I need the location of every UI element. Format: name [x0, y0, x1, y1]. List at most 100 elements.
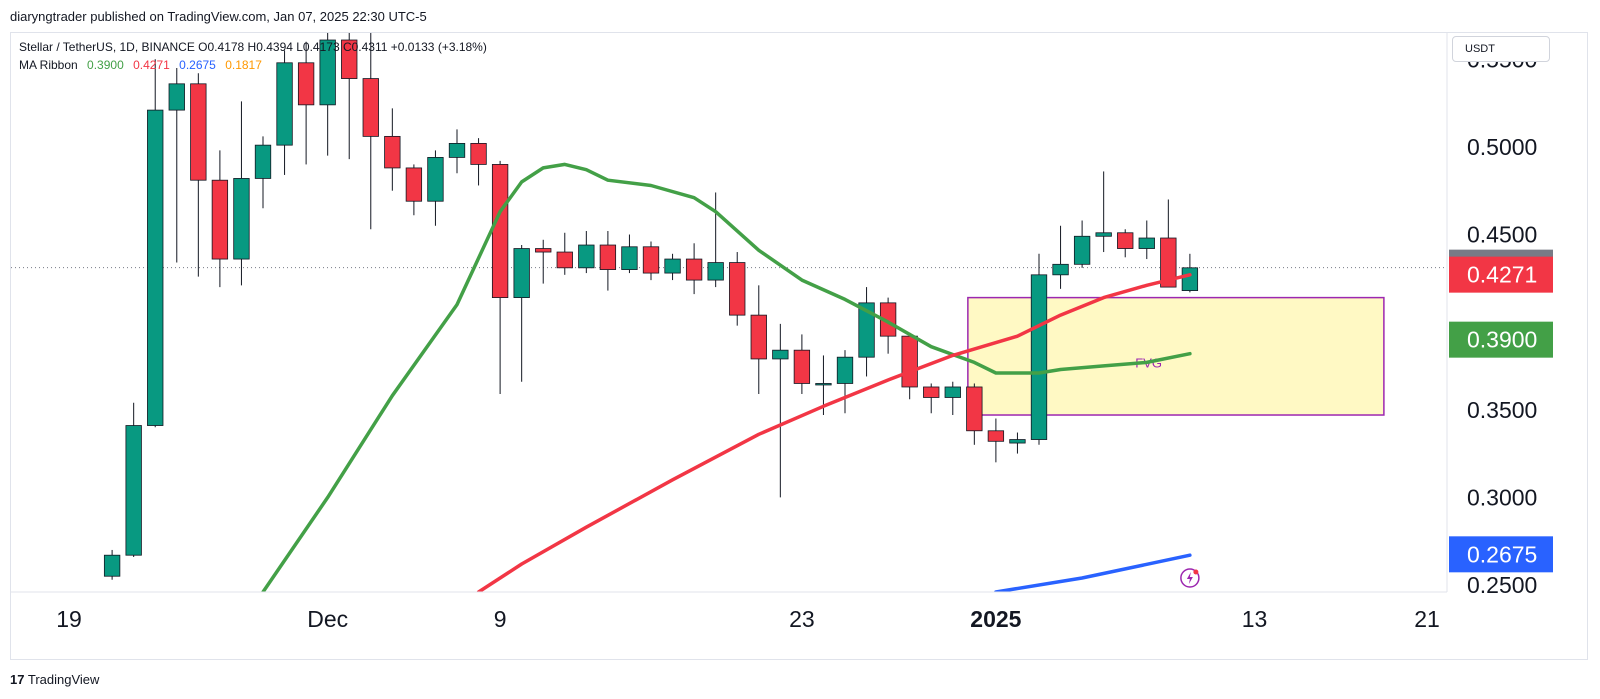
price-label-text: 0.4271: [1467, 262, 1537, 288]
candle: [233, 101, 250, 286]
candle: [405, 164, 423, 216]
candle: [1138, 220, 1155, 260]
candle: [858, 287, 875, 377]
candle-body-up: [254, 144, 272, 179]
candle: [211, 150, 229, 288]
candle: [685, 243, 703, 295]
candle: [966, 383, 983, 445]
y-tick-label: 0.3500: [1467, 397, 1537, 423]
price-label-text: 0.2675: [1467, 541, 1537, 567]
lightning-icon: [1180, 568, 1200, 588]
candle-body-down: [729, 262, 746, 316]
candle-body-down: [987, 430, 1005, 442]
publisher-line: diaryngtrader published on TradingView.c…: [10, 9, 427, 24]
candle-body-up: [103, 554, 121, 577]
ma-value-2: 0.4271: [133, 58, 170, 72]
candle-body-up: [1181, 267, 1199, 291]
notification-dot-icon: [1193, 569, 1199, 575]
candle: [384, 108, 401, 191]
candle-body-down: [793, 349, 811, 384]
candle: [513, 245, 530, 382]
x-tick-label: 9: [494, 606, 507, 632]
price-label-tag: 0.3900: [1449, 321, 1553, 358]
candle-body-down: [901, 335, 918, 388]
candle: [578, 231, 595, 274]
symbol-ohlc-line: Stellar / TetherUS, 1D, BINANCE O0.4178 …: [19, 40, 487, 54]
candle: [427, 150, 444, 226]
candle-body-down: [405, 167, 423, 202]
x-tick-label: Dec: [307, 606, 348, 632]
candle-body-up: [147, 109, 164, 426]
price-label-bg: [1449, 256, 1553, 293]
candle: [448, 129, 466, 174]
candle-body-down: [685, 258, 703, 281]
candle-body-down: [535, 248, 552, 253]
candle-body-down: [556, 251, 573, 269]
candle-body-up: [233, 178, 250, 260]
candle-body-up: [1009, 439, 1026, 444]
candle: [1009, 432, 1026, 454]
candle: [1095, 171, 1112, 253]
tradingview-logo: 17 TradingView: [10, 672, 99, 687]
candle-body-up: [621, 246, 638, 270]
x-tick-label: 23: [789, 606, 815, 632]
candle: [103, 549, 121, 580]
x-tick-label: 2025: [970, 606, 1021, 632]
candle-body-down: [341, 39, 358, 79]
candle: [535, 239, 552, 284]
candle: [147, 59, 164, 428]
ma-line-2: [476, 273, 1192, 592]
x-tick-label: 13: [1242, 606, 1268, 632]
tradingview-logo-icon: 17: [10, 672, 25, 687]
candle-body-up: [168, 83, 185, 111]
symbol-legend: Stellar / TetherUS, 1D, BINANCE O0.4178 …: [19, 40, 493, 54]
ma-line-3: [994, 553, 1192, 592]
plot-area: FVG: [11, 33, 1447, 592]
candle: [750, 285, 767, 394]
candle: [901, 332, 918, 400]
candle: [168, 68, 185, 263]
candle: [987, 418, 1005, 463]
candle-body-up: [815, 383, 832, 386]
ma-line-1: [261, 162, 1192, 592]
candle-body-down: [470, 142, 487, 165]
candle-body-up: [513, 248, 530, 299]
candle: [297, 41, 315, 165]
x-tick-label: 21: [1414, 606, 1440, 632]
candle: [944, 381, 961, 416]
candle-body-down: [190, 83, 207, 181]
ma-ribbon-label: MA Ribbon: [19, 58, 78, 72]
candle: [1052, 225, 1069, 289]
candle-body-up: [664, 258, 681, 274]
candle-body-up: [858, 302, 875, 358]
candle: [491, 160, 509, 394]
candle: [341, 33, 358, 160]
candle-body-up: [578, 244, 595, 269]
y-tick-label: 0.5000: [1467, 134, 1537, 160]
candle: [1117, 229, 1134, 258]
y-tick-label: 0.2500: [1467, 572, 1537, 598]
candle-body-down: [599, 244, 617, 270]
candle-body-up: [772, 349, 789, 360]
candle-body-down: [1160, 237, 1177, 288]
candle: [190, 73, 207, 277]
candle-body-down: [966, 386, 983, 432]
candle: [707, 192, 724, 288]
candle: [642, 241, 660, 281]
candle: [599, 231, 617, 291]
candle: [125, 402, 142, 557]
chart-frame: [10, 32, 1588, 660]
candle: [1073, 220, 1091, 268]
candle: [664, 253, 681, 281]
price-label-text: 0.3900: [1467, 327, 1537, 353]
candle-body-down: [1117, 232, 1134, 249]
currency-unit-selector[interactable]: USDT: [1452, 36, 1550, 62]
candle-body-down: [491, 164, 509, 299]
candle: [729, 252, 746, 326]
candle: [1160, 199, 1177, 288]
candle-body-up: [319, 39, 336, 106]
price-label-tag: 0.4271: [1449, 256, 1553, 293]
candle-body-up: [707, 262, 724, 281]
candle-body-up: [1095, 232, 1112, 237]
